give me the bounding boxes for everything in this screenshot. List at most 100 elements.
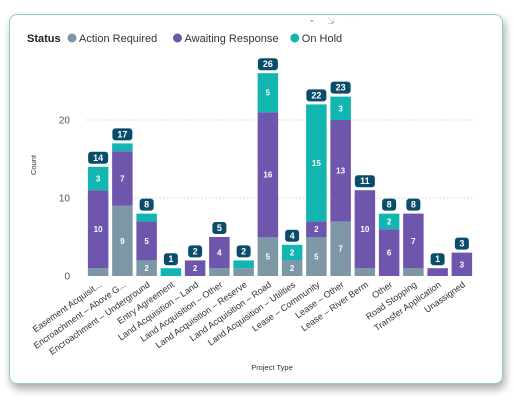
segment-value-label: 5 — [266, 89, 271, 98]
total-value-label: 8 — [144, 200, 149, 210]
bar-segment-action-required[interactable] — [112, 205, 133, 276]
total-badge — [257, 58, 278, 71]
total-value-label: 1 — [435, 254, 440, 264]
bar-segment-on-hold[interactable] — [306, 104, 327, 222]
segment-value-label: 13 — [336, 167, 345, 176]
bar-stack-encroachment-above-g[interactable]: 97 — [112, 143, 133, 276]
total-badge — [88, 151, 109, 164]
bar-segment-action-required[interactable] — [403, 268, 424, 276]
y-axis-ticks: 0 10 20 — [59, 116, 71, 283]
y-tick-label: 0 — [64, 272, 70, 283]
segment-value-label: 2 — [290, 249, 295, 258]
bar-stack-lease-other[interactable]: 7 13 3 — [330, 96, 351, 276]
gridlines — [86, 119, 474, 199]
x-axis-label: Project Type — [251, 363, 293, 372]
total-value-label: 8 — [411, 200, 416, 210]
y-tick-label: 20 — [59, 116, 71, 127]
y-axis-label: Count — [29, 154, 38, 175]
bar-stack-land-acquisition-reserve[interactable] — [233, 260, 254, 276]
y-tick-label: 10 — [59, 194, 71, 205]
segment-value-label: 3 — [338, 104, 343, 113]
bar-segment-awaiting-response[interactable] — [136, 221, 157, 261]
total-value-label: 22 — [311, 90, 321, 100]
bar-stack-transfer-application[interactable] — [427, 268, 448, 276]
bar-segment-on-hold[interactable] — [233, 260, 254, 269]
bar-segment-awaiting-response[interactable] — [306, 221, 327, 237]
legend[interactable]: Status Action Required Awaiting Response O… — [27, 33, 342, 45]
segment-value-label: 2 — [314, 225, 319, 234]
bar-segment-awaiting-response[interactable] — [184, 260, 206, 276]
bar-stack-encroachment-underground[interactable]: 25 — [136, 213, 157, 276]
bar-segment-awaiting-response[interactable] — [427, 268, 448, 276]
legend-item-action-required[interactable]: Action Required — [67, 33, 158, 45]
bar-segment-awaiting-response[interactable] — [87, 190, 109, 269]
segment-value-label: 16 — [263, 171, 272, 180]
bar-segment-awaiting-response[interactable] — [378, 229, 400, 276]
total-badge — [188, 245, 203, 258]
bar-segment-action-required[interactable] — [257, 237, 279, 276]
bar-stack-land-acquisition-utilities[interactable]: 22 — [281, 244, 303, 276]
total-badge — [112, 128, 133, 141]
bar-segment-action-required[interactable] — [136, 260, 157, 276]
total-value-label: 2 — [241, 246, 246, 256]
bar-segment-awaiting-response[interactable] — [209, 237, 230, 269]
bar-segment-on-hold[interactable] — [330, 96, 351, 120]
bar-segment-action-required[interactable] — [87, 268, 109, 276]
legend-label: Action Required — [79, 33, 157, 45]
bar-segment-on-hold[interactable] — [136, 213, 157, 222]
bar-segment-awaiting-response[interactable] — [354, 190, 376, 269]
bar-stack-easement-acquisit[interactable]: 10 3 — [87, 166, 109, 276]
bar-segment-on-hold[interactable] — [378, 213, 400, 230]
bar-segment-awaiting-response[interactable] — [403, 213, 424, 269]
legend-label: On Hold — [302, 33, 342, 45]
legend-marker — [290, 33, 300, 43]
bar-stack-unassigned[interactable]: 3 — [451, 252, 473, 276]
bar-segment-action-required[interactable] — [306, 237, 327, 276]
bar-segment-awaiting-response[interactable] — [112, 151, 133, 206]
total-value-label: 5 — [217, 223, 222, 233]
bar-stack-road-stopping[interactable]: 7 — [403, 213, 424, 276]
bar-segment-action-required[interactable] — [209, 268, 230, 276]
bar-segment-on-hold[interactable] — [257, 73, 279, 113]
legend-item-awaiting-response[interactable]: Awaiting Response — [173, 33, 278, 45]
total-badge — [285, 229, 300, 242]
legend-item-on-hold[interactable]: On Hold — [290, 33, 342, 45]
segment-value-label: 5 — [144, 237, 149, 246]
bar-segment-awaiting-response[interactable] — [257, 112, 279, 237]
total-value-label: 17 — [117, 129, 127, 139]
bar-stack-entry-agreement[interactable] — [160, 268, 182, 276]
bar-segment-action-required[interactable] — [354, 268, 376, 276]
bar-stack-land-acquisition-other[interactable]: 4 — [209, 237, 230, 276]
bar-stack-lease-community[interactable]: 5 2 15 — [306, 104, 327, 276]
bar-segment-action-required[interactable] — [281, 260, 303, 276]
segment-value-label: 2 — [144, 264, 149, 273]
bar-segment-awaiting-response[interactable] — [451, 252, 473, 276]
bar-stack-other[interactable]: 62 — [378, 213, 400, 276]
bar-segment-on-hold[interactable] — [87, 166, 109, 191]
legend-title: Status — [27, 33, 61, 45]
bar-segment-action-required[interactable] — [330, 221, 351, 276]
bar-stack-land-acquisition-land[interactable]: 2 — [184, 260, 206, 276]
segment-value-label: 10 — [360, 225, 369, 234]
bar-stack-lease-river-berm[interactable]: 10 — [354, 190, 376, 276]
bar-segment-on-hold[interactable] — [281, 244, 303, 261]
legend-marker — [67, 33, 77, 43]
bar-segment-action-required[interactable] — [233, 268, 254, 276]
segment-value-label: 10 — [94, 225, 103, 234]
visual-header-icons[interactable]: ⌖ ⇲ ⋯ — [310, 18, 362, 25]
total-value-label: 11 — [360, 176, 370, 186]
bar-segment-awaiting-response[interactable] — [330, 120, 351, 222]
segment-value-label: 2 — [290, 264, 295, 273]
x-axis-categories: Easement Acquisit...Encroachment – Above… — [31, 279, 467, 357]
legend-label: Awaiting Response — [185, 33, 279, 45]
bar-segment-on-hold[interactable] — [112, 143, 133, 152]
bar-stack-land-acquisition-road[interactable]: 5 16 5 — [257, 73, 279, 276]
bar-segment-on-hold[interactable] — [160, 268, 182, 276]
total-badge — [163, 253, 178, 266]
total-value-label: 2 — [193, 246, 198, 256]
total-badge — [354, 175, 375, 188]
total-badge — [306, 89, 327, 102]
segment-value-label: 5 — [266, 253, 271, 262]
